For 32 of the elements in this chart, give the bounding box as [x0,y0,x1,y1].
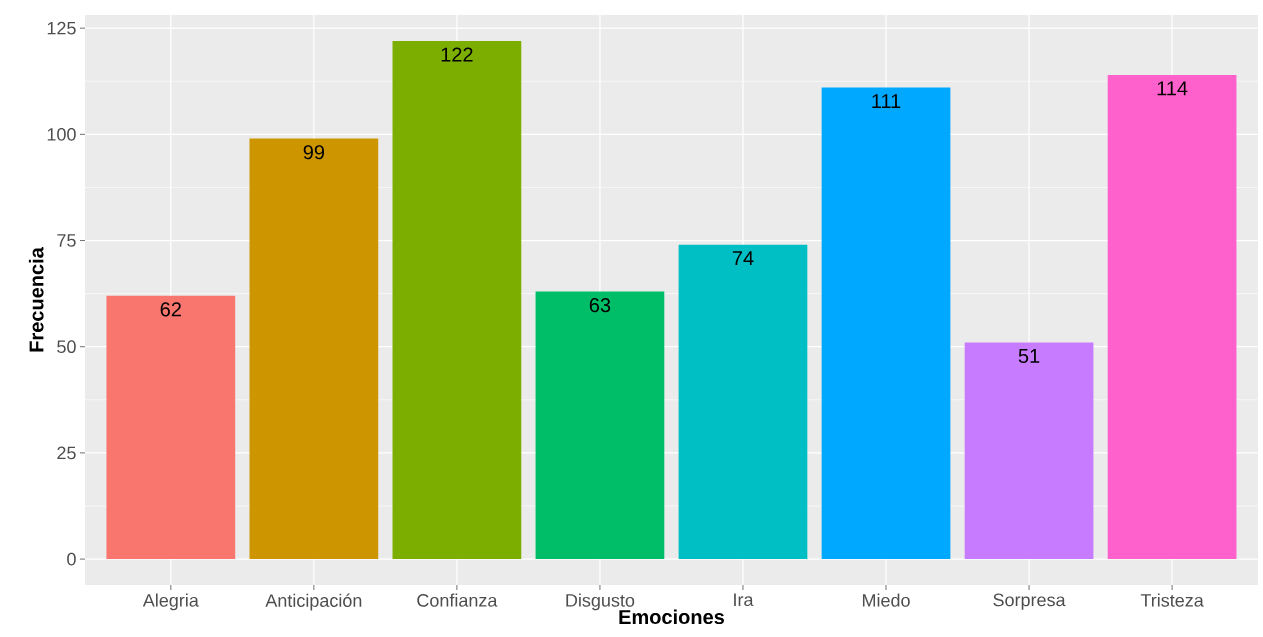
y-tick-label: 75 [57,234,76,247]
x-tick-label: Ira [734,593,754,607]
data-label: 114 [1157,81,1188,96]
y-tick-label: 0 [67,552,76,566]
x-tick-label: Sorpresa [993,593,1066,610]
y-tick-label: 100 [47,127,76,141]
bar [535,291,665,560]
data-label: 51 [1018,349,1040,363]
y-tick-label: 50 [57,340,76,354]
bar [821,87,951,560]
x-tick-label: Anticipación [265,593,362,611]
x-axis-title: Emociones [619,609,724,625]
data-label: 63 [589,298,611,313]
data-label: 74 [732,251,754,266]
bar [249,138,379,560]
bar [678,244,808,560]
bar [106,295,236,560]
y-tick-label: 25 [57,446,76,460]
y-tick-label: 125 [47,21,76,35]
bar [1107,74,1237,560]
x-tick-label: Confianza [417,593,498,607]
data-label: 62 [160,302,181,317]
data-label: 99 [303,145,325,160]
y-axis-title: Frecuencia [28,247,44,352]
x-tick-label: Disgusto [566,593,635,611]
x-tick-label: Tristeza [1140,593,1204,607]
x-tick-label: Alegria [142,593,199,611]
x-tick-label: Miedo [862,593,910,607]
data-label: 111 [872,94,901,108]
bar [392,40,522,560]
bar [964,342,1094,560]
data-label: 122 [441,47,473,62]
